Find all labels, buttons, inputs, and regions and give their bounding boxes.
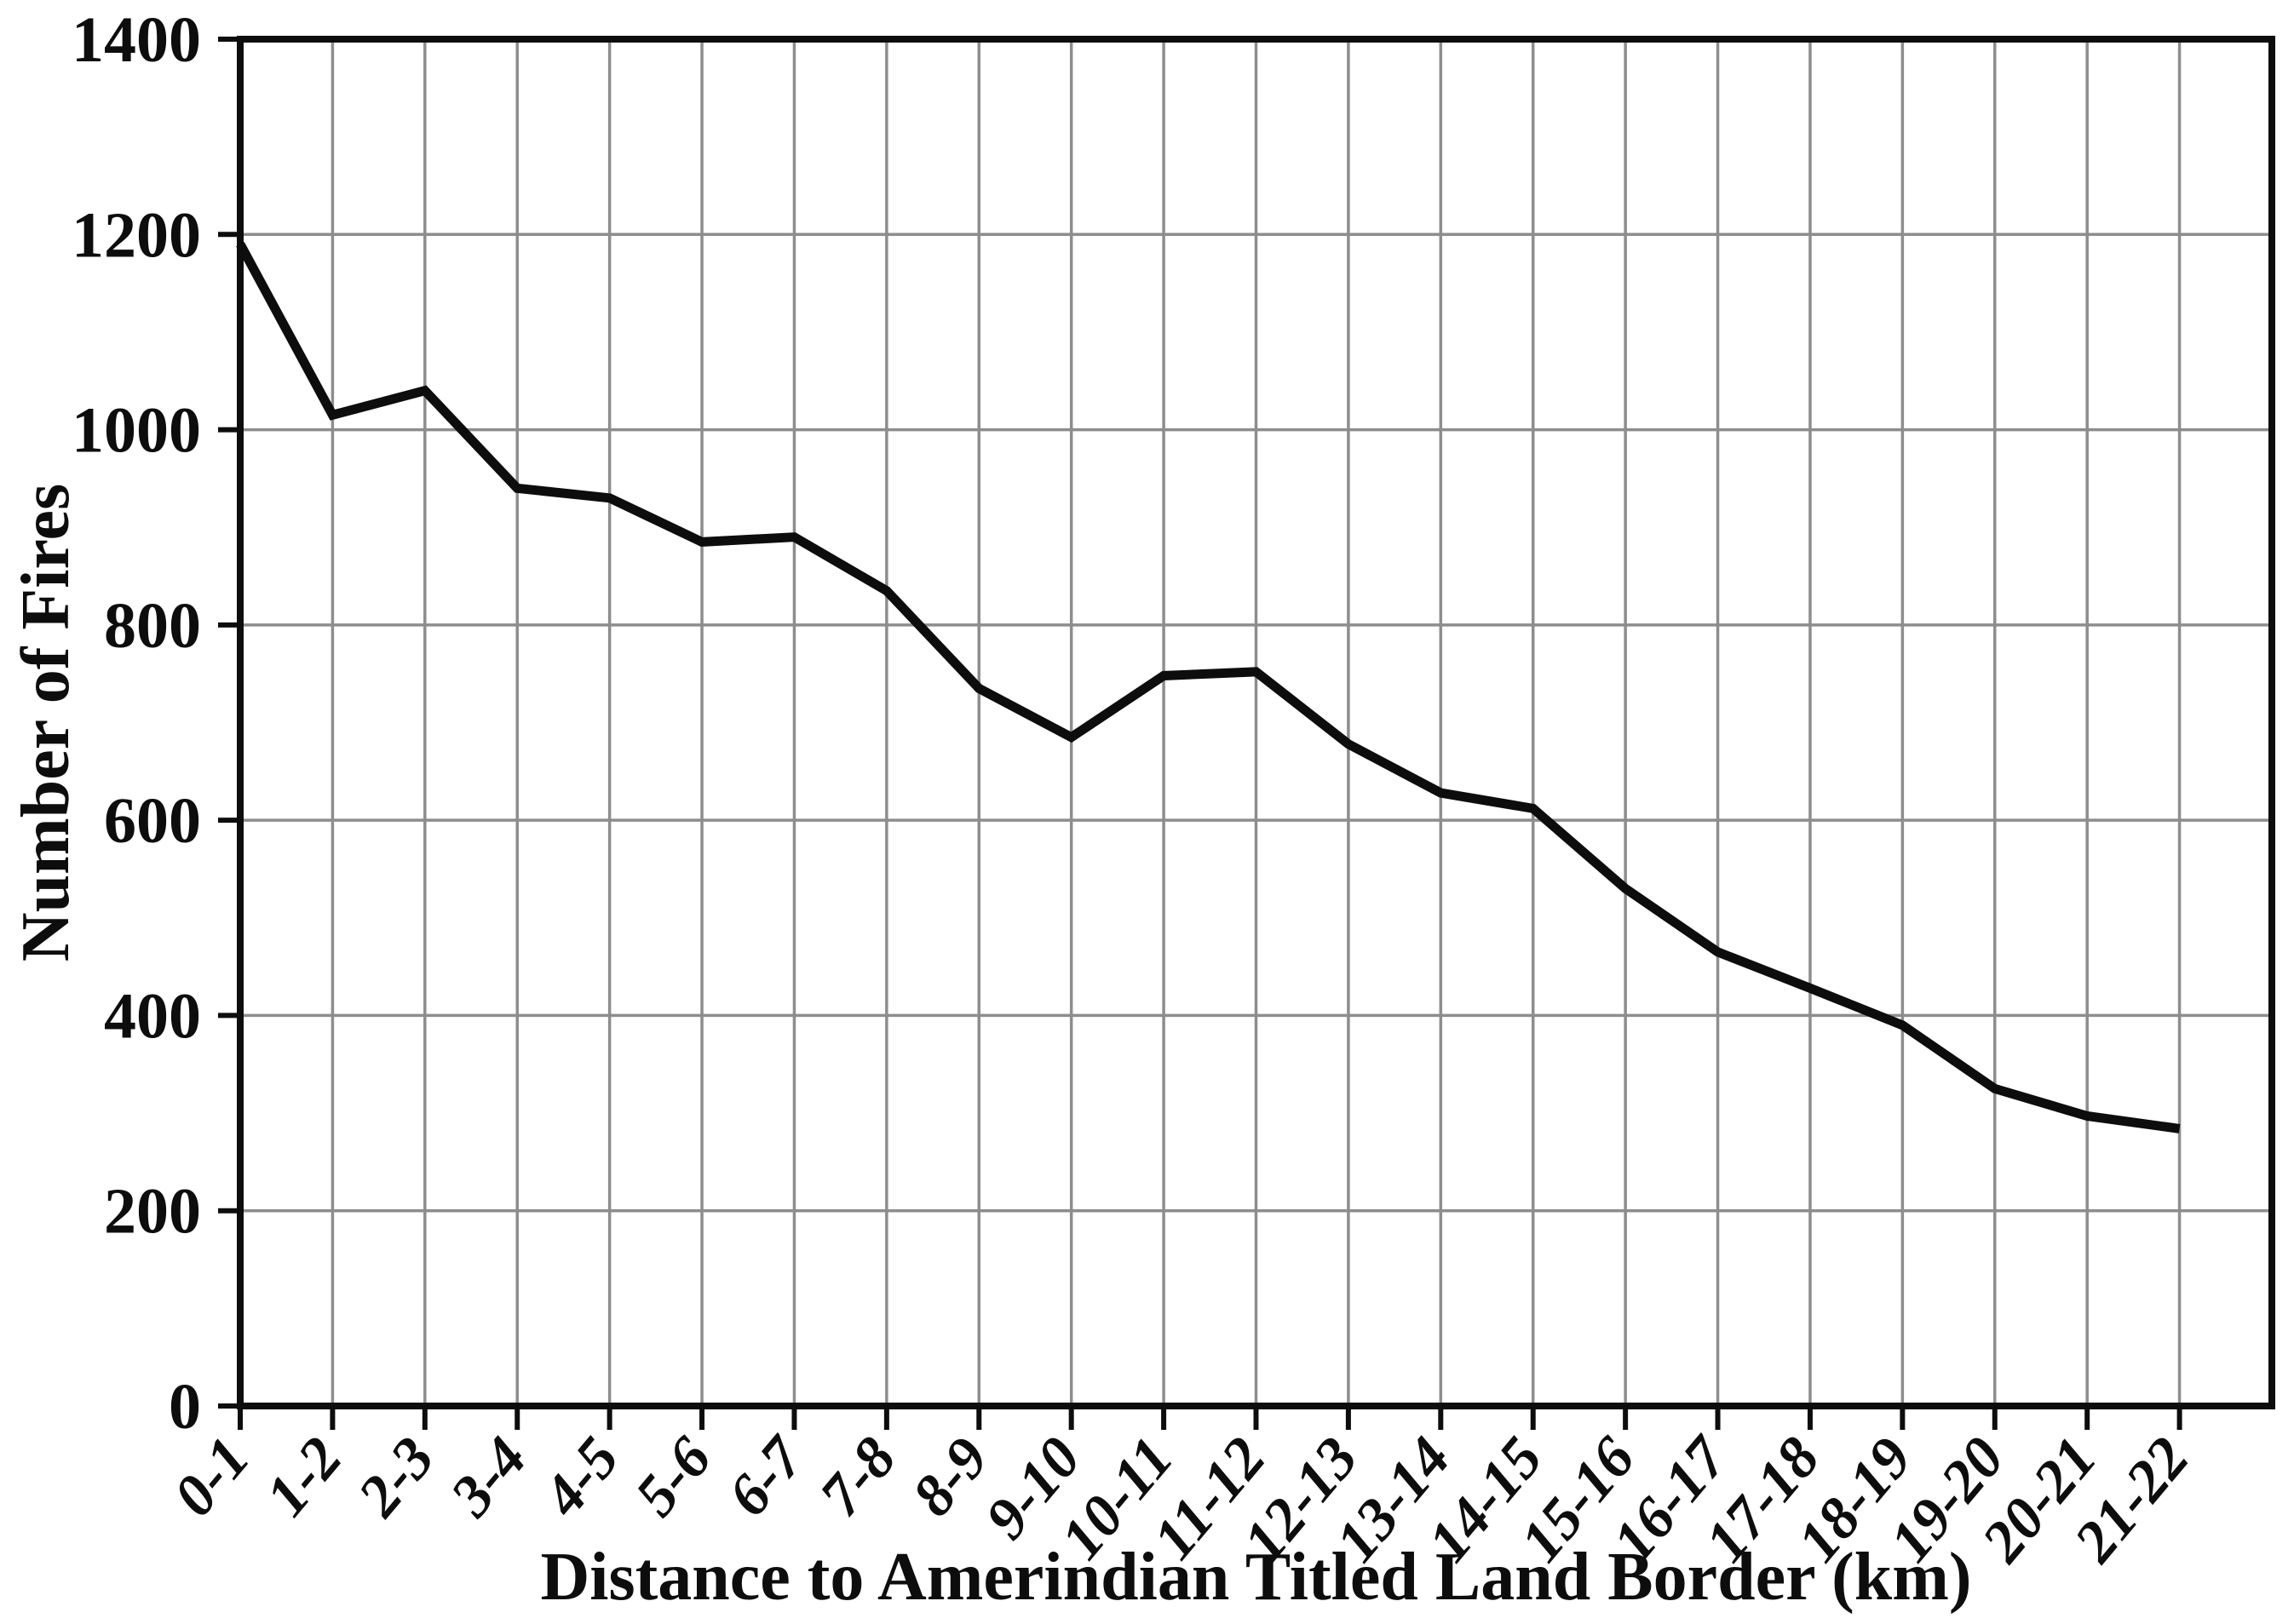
gridlines bbox=[240, 39, 2272, 1406]
x-tick-label: 5-6 bbox=[623, 1426, 724, 1529]
x-tick-label: 3-4 bbox=[438, 1426, 540, 1529]
x-tick-label: 4-5 bbox=[530, 1426, 632, 1530]
y-tick-label: 600 bbox=[104, 785, 201, 857]
y-tick-label: 1400 bbox=[72, 4, 201, 76]
fires-data-line bbox=[236, 242, 2181, 1133]
y-tick-label: 1000 bbox=[72, 395, 201, 467]
y-tick-label: 200 bbox=[104, 1176, 201, 1248]
x-tick-label: 1-2 bbox=[254, 1426, 355, 1529]
x-tick-label: 7-8 bbox=[808, 1426, 909, 1529]
y-tick-label: 400 bbox=[104, 980, 201, 1052]
x-tick-label: 6-7 bbox=[716, 1423, 819, 1528]
y-axis: 0 200 400 600 800 1000 1200 1400 bbox=[72, 4, 240, 1443]
y-axis-title: Number of Fires bbox=[9, 484, 83, 961]
y-tick-label: 0 bbox=[169, 1371, 201, 1443]
x-tick-label: 2-3 bbox=[345, 1426, 447, 1529]
y-tick-label: 1200 bbox=[72, 199, 201, 271]
x-axis-title: Distance to Amerindian Titled Land Borde… bbox=[540, 1540, 1971, 1615]
y-tick-label: 800 bbox=[104, 590, 201, 662]
